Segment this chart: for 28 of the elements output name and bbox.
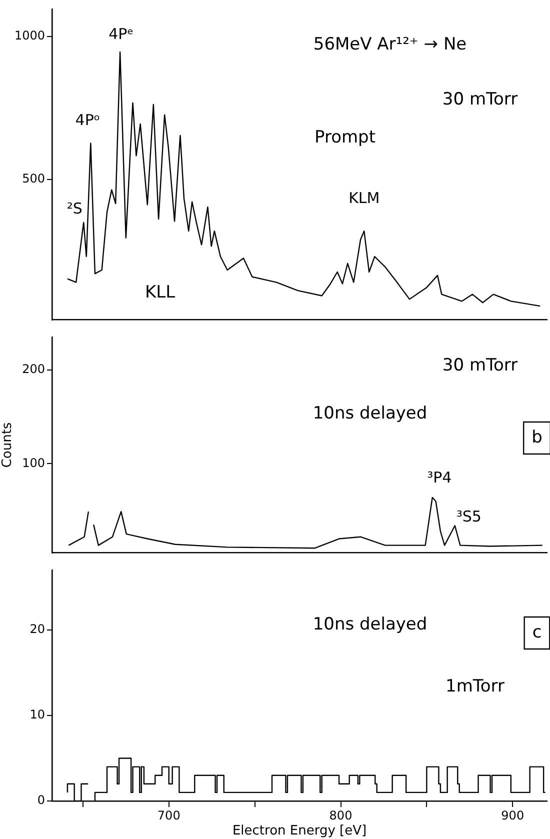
- annotation: ³P4: [427, 468, 452, 486]
- y-tick-label: 20: [30, 622, 45, 636]
- annotation: 30 mTorr: [442, 355, 518, 376]
- annotation: 30 mTorr: [442, 89, 518, 110]
- x-axis-title: Electron Energy [eV]: [232, 824, 367, 839]
- annotation: 1mTorr: [446, 676, 504, 696]
- y-tick-label: 1000: [14, 28, 45, 43]
- y-tick-label: 100: [22, 456, 45, 470]
- annotation: ²S: [66, 199, 82, 218]
- annotation: b: [532, 427, 542, 448]
- x-tick-label: 700: [157, 808, 180, 822]
- y-tick-label: 200: [22, 362, 45, 376]
- x-tick-label: 900: [501, 808, 524, 822]
- annotation: 56MeV Ar¹²⁺ → Ne: [313, 34, 467, 54]
- annotation: 10ns delayed: [312, 614, 428, 634]
- y-tick-label: 500: [22, 172, 45, 186]
- y-axis-title: Counts: [0, 422, 16, 468]
- y-tick-label: 10: [30, 708, 45, 722]
- annotation: KLM: [348, 188, 380, 207]
- annotation: 4Pᵒ: [75, 111, 100, 130]
- annotation: c: [532, 622, 542, 642]
- x-tick-label: 800: [329, 808, 352, 822]
- annotation: 10ns delayed: [312, 403, 428, 424]
- annotation: Prompt: [314, 127, 376, 148]
- annotation: ³S5: [456, 508, 482, 526]
- annotation: 4Pᵉ: [108, 25, 134, 44]
- y-tick-label: 0: [37, 793, 45, 808]
- annotation: KLL: [144, 282, 176, 302]
